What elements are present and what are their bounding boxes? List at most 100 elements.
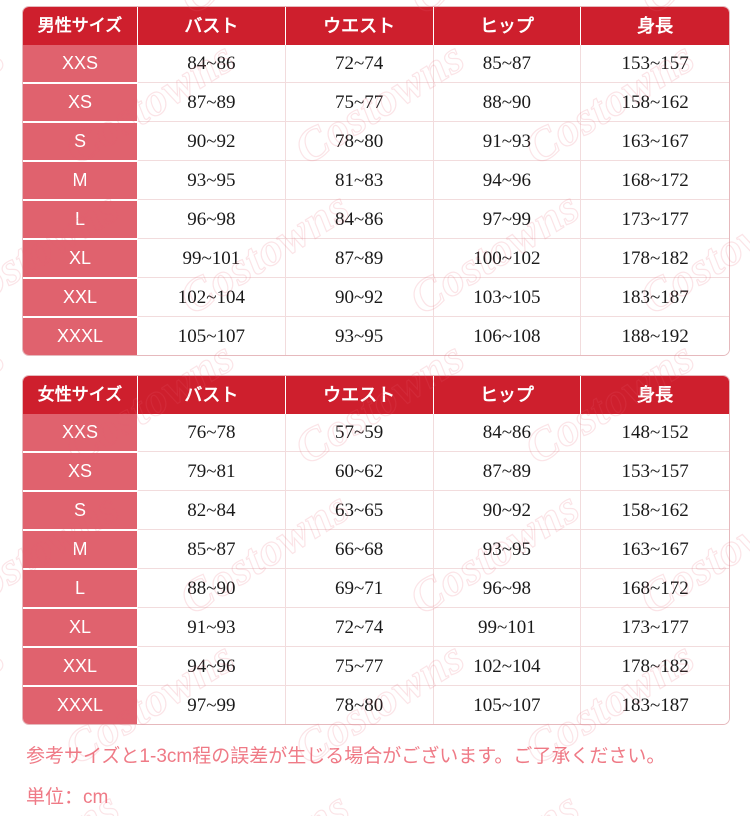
table-row: XXXL 105~107 93~95 106~108 188~192 [23, 316, 729, 355]
column-header-size: 男性サイズ [23, 7, 138, 45]
measurement-cell-height: 163~167 [581, 529, 729, 568]
measurement-cell-height: 168~172 [581, 160, 729, 199]
measurement-cell-height: 183~187 [581, 685, 729, 724]
measurement-cell-waist: 93~95 [285, 316, 434, 355]
measurement-cell-waist: 90~92 [285, 277, 434, 316]
measurement-cell-bust: 91~93 [138, 607, 286, 646]
measurement-cell-bust: 102~104 [138, 277, 286, 316]
measurement-cell-height: 153~157 [581, 451, 729, 490]
measurement-cell-height: 158~162 [581, 490, 729, 529]
measurement-cell-hip: 105~107 [433, 685, 582, 724]
size-label-cell: XXL [23, 277, 138, 316]
column-header-bust: バスト [138, 7, 286, 45]
table-row: M 85~87 66~68 93~95 163~167 [23, 529, 729, 568]
measurement-cell-bust: 88~90 [138, 568, 286, 607]
mens-size-table: 男性サイズ バスト ウエスト ヒップ 身長 XXS 84~86 72~74 85~87 153~1… [22, 6, 730, 356]
measurement-cell-bust: 105~107 [138, 316, 286, 355]
measurement-cell-hip: 90~92 [433, 490, 582, 529]
measurement-cell-hip: 94~96 [433, 160, 582, 199]
measurement-cell-waist: 78~80 [285, 121, 434, 160]
size-label-cell: M [23, 529, 138, 568]
table-header-row: 男性サイズ バスト ウエスト ヒップ 身長 [23, 7, 729, 45]
column-header-size: 女性サイズ [23, 376, 138, 414]
size-label-cell: XXXL [23, 316, 138, 355]
table-row: XXL 102~104 90~92 103~105 183~187 [23, 277, 729, 316]
table-row: XS 79~81 60~62 87~89 153~157 [23, 451, 729, 490]
measurement-cell-bust: 96~98 [138, 199, 286, 238]
measurement-cell-bust: 93~95 [138, 160, 286, 199]
tolerance-note: 参考サイズと1-3cm程の誤差が生じる場合がございます。ご了承ください。 [26, 746, 666, 767]
measurement-cell-bust: 79~81 [138, 451, 286, 490]
table-row: L 88~90 69~71 96~98 168~172 [23, 568, 729, 607]
unit-note: 単位：cm [26, 787, 109, 808]
measurement-cell-hip: 84~86 [433, 414, 582, 451]
measurement-cell-waist: 87~89 [285, 238, 434, 277]
measurement-cell-hip: 88~90 [433, 82, 582, 121]
measurement-cell-height: 188~192 [581, 316, 729, 355]
table-header-row: 女性サイズ バスト ウエスト ヒップ 身長 [23, 376, 729, 414]
size-label-cell: L [23, 199, 138, 238]
size-label-cell: M [23, 160, 138, 199]
table-row: S 90~92 78~80 91~93 163~167 [23, 121, 729, 160]
measurement-cell-hip: 97~99 [433, 199, 582, 238]
table-row: XXS 84~86 72~74 85~87 153~157 [23, 45, 729, 82]
measurement-cell-waist: 72~74 [285, 607, 434, 646]
column-header-hip: ヒップ [433, 7, 582, 45]
size-label-cell: XXS [23, 414, 138, 451]
size-label-cell: XXL [23, 646, 138, 685]
measurement-cell-waist: 72~74 [285, 45, 434, 82]
measurement-cell-height: 148~152 [581, 414, 729, 451]
measurement-cell-hip: 100~102 [433, 238, 582, 277]
measurement-cell-hip: 93~95 [433, 529, 582, 568]
measurement-cell-height: 168~172 [581, 568, 729, 607]
measurement-cell-waist: 57~59 [285, 414, 434, 451]
measurement-cell-hip: 99~101 [433, 607, 582, 646]
table-row: XXS 76~78 57~59 84~86 148~152 [23, 414, 729, 451]
measurement-cell-hip: 87~89 [433, 451, 582, 490]
measurement-cell-waist: 78~80 [285, 685, 434, 724]
table-row: XL 99~101 87~89 100~102 178~182 [23, 238, 729, 277]
column-header-height: 身長 [581, 7, 729, 45]
measurement-cell-hip: 102~104 [433, 646, 582, 685]
table-row: L 96~98 84~86 97~99 173~177 [23, 199, 729, 238]
table-row: XXXL 97~99 78~80 105~107 183~187 [23, 685, 729, 724]
measurement-cell-bust: 87~89 [138, 82, 286, 121]
measurement-cell-hip: 103~105 [433, 277, 582, 316]
size-label-cell: XXXL [23, 685, 138, 724]
measurement-cell-waist: 84~86 [285, 199, 434, 238]
measurement-cell-height: 178~182 [581, 238, 729, 277]
measurement-cell-height: 173~177 [581, 199, 729, 238]
table-row: XS 87~89 75~77 88~90 158~162 [23, 82, 729, 121]
size-label-cell: XS [23, 82, 138, 121]
measurement-cell-hip: 85~87 [433, 45, 582, 82]
measurement-cell-waist: 75~77 [285, 82, 434, 121]
size-label-cell: L [23, 568, 138, 607]
measurement-cell-height: 173~177 [581, 607, 729, 646]
measurement-cell-height: 178~182 [581, 646, 729, 685]
size-label-cell: XXS [23, 45, 138, 82]
column-header-waist: ウエスト [285, 7, 434, 45]
size-label-cell: S [23, 121, 138, 160]
measurement-cell-bust: 76~78 [138, 414, 286, 451]
measurement-cell-waist: 75~77 [285, 646, 434, 685]
table-row: M 93~95 81~83 94~96 168~172 [23, 160, 729, 199]
measurement-cell-waist: 63~65 [285, 490, 434, 529]
measurement-cell-waist: 81~83 [285, 160, 434, 199]
table-row: XXL 94~96 75~77 102~104 178~182 [23, 646, 729, 685]
measurement-cell-bust: 97~99 [138, 685, 286, 724]
measurement-cell-height: 183~187 [581, 277, 729, 316]
table-row: XL 91~93 72~74 99~101 173~177 [23, 607, 729, 646]
footer-notes: 参考サイズと1-3cm程の誤差が生じる場合がございます。ご了承ください。 単位：c… [22, 747, 728, 807]
measurement-cell-bust: 85~87 [138, 529, 286, 568]
measurement-cell-height: 158~162 [581, 82, 729, 121]
table-row: S 82~84 63~65 90~92 158~162 [23, 490, 729, 529]
measurement-cell-waist: 60~62 [285, 451, 434, 490]
size-label-cell: S [23, 490, 138, 529]
measurement-cell-bust: 94~96 [138, 646, 286, 685]
measurement-cell-height: 163~167 [581, 121, 729, 160]
measurement-cell-hip: 96~98 [433, 568, 582, 607]
measurement-cell-hip: 106~108 [433, 316, 582, 355]
measurement-cell-bust: 90~92 [138, 121, 286, 160]
womens-size-table: 女性サイズ バスト ウエスト ヒップ 身長 XXS 76~78 57~59 84~86 148~1… [22, 375, 730, 725]
